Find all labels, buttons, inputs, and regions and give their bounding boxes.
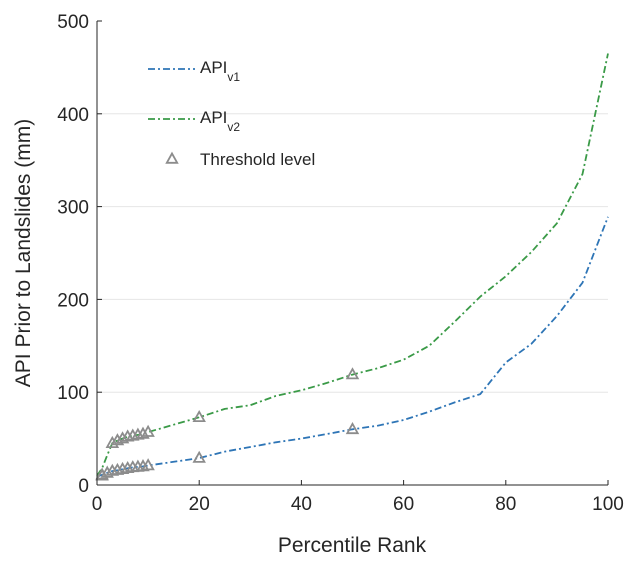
legend-label: Threshold level (200, 150, 315, 169)
series-line (96, 53, 609, 477)
y-tick-label: 200 (57, 290, 89, 311)
legend-label-subscript: v1 (227, 70, 240, 84)
x-tick-label: 20 (189, 494, 210, 515)
y-tick-label: 400 (57, 105, 89, 126)
y-axis-title: API Prior to Landslides (mm) (12, 119, 35, 387)
threshold-marker (192, 409, 206, 423)
threshold-marker (100, 465, 114, 478)
series-line (96, 216, 609, 478)
threshold-marker (105, 435, 120, 449)
y-tick-label: 100 (57, 383, 89, 404)
legend-marker-threshold (165, 151, 179, 164)
x-tick-label: 80 (495, 494, 516, 515)
threshold-marker (141, 424, 155, 437)
grid-layer (97, 113, 608, 393)
y-tick-label: 300 (57, 198, 89, 219)
marker-layer (95, 367, 360, 481)
axes-layer: 0 100 200 300 400 500 0 20 40 60 80 100 (57, 12, 624, 515)
x-tick-label: 60 (393, 494, 414, 515)
y-tick-label: 500 (57, 12, 89, 33)
y-tick-label: 0 (78, 476, 89, 497)
threshold-marker (345, 367, 360, 380)
threshold-marker (115, 431, 130, 444)
threshold-marker (136, 426, 150, 439)
threshold-marker (345, 421, 360, 435)
x-tick-label: 40 (291, 494, 312, 515)
threshold-marker (110, 433, 125, 446)
threshold-marker (192, 450, 206, 463)
x-tick-label: 0 (92, 494, 103, 515)
legend-label-subscript: v2 (227, 120, 240, 134)
x-axis-title: Percentile Rank (278, 534, 427, 557)
threshold-marker (141, 458, 155, 471)
series-layer (96, 53, 609, 478)
threshold-marker (95, 468, 109, 481)
x-tick-label: 100 (592, 494, 624, 515)
